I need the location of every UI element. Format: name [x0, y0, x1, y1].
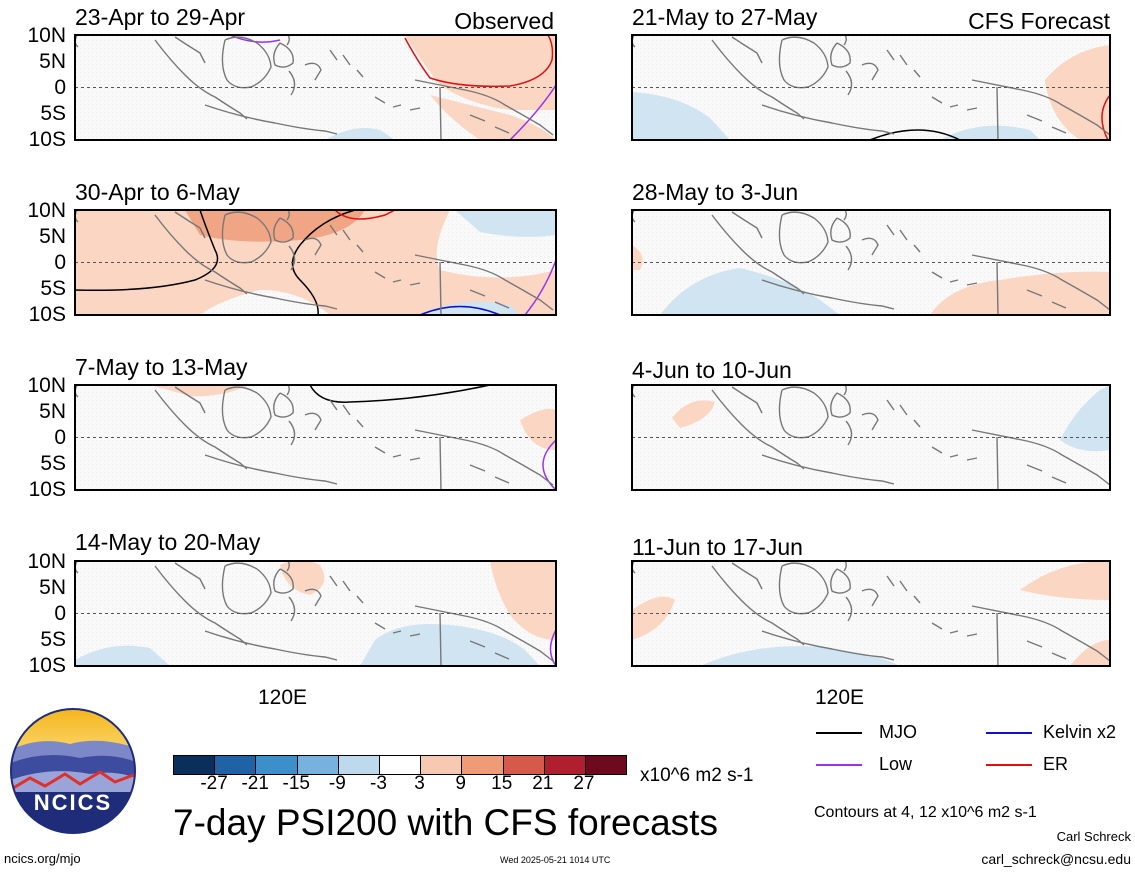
legend-line — [986, 764, 1032, 766]
lat-label: 0 — [54, 602, 66, 625]
colorbar-tick: 15 — [491, 773, 513, 794]
panel-title: 30-Apr to 6-May — [75, 179, 240, 205]
logo-text: NCICS — [33, 790, 113, 815]
legend-line — [816, 732, 862, 734]
lat-label: 10S — [28, 654, 66, 677]
lat-label: 10S — [28, 478, 66, 501]
panel-title: 21-May to 27-May — [632, 4, 818, 30]
colorbar-tick: -9 — [328, 773, 346, 794]
colorbar-swatch — [296, 756, 338, 774]
colorbar-swatch — [502, 756, 544, 774]
panel-title: 4-Jun to 10-Jun — [632, 357, 792, 383]
lat-label: 5N — [39, 576, 66, 599]
lat-label: 5S — [40, 102, 66, 125]
colorbar-swatch — [174, 756, 215, 774]
colorbar-swatch — [461, 756, 503, 774]
colorbar-swatch — [420, 756, 462, 774]
legend: MJO Kelvin x2 Low ER — [816, 720, 1131, 780]
lat-label: 10S — [28, 303, 66, 326]
footer-timestamp: Wed 2025-05-21 1014 UTC — [500, 855, 611, 865]
colorbar-swatch — [337, 756, 379, 774]
legend-label: Kelvin x2 — [1043, 722, 1117, 742]
legend-line — [816, 764, 862, 766]
map-panel — [74, 34, 557, 141]
panel-title: 11-Jun to 17-Jun — [632, 534, 803, 560]
colorbar-ticks: -27 -21 -15 -9 -3 3 9 15 21 27 — [173, 773, 625, 797]
lat-label: 5N — [39, 225, 66, 248]
colorbar-tick: -15 — [282, 773, 310, 794]
map-panel — [74, 384, 557, 491]
lat-label: 10N — [27, 199, 66, 222]
colorbar-tick: -3 — [370, 773, 387, 794]
colorbar-swatch — [214, 756, 256, 774]
cfs-forecast-label: CFS Forecast — [968, 8, 1110, 34]
lon-label: 120E — [815, 686, 865, 709]
lon-label: 120E — [258, 686, 308, 709]
colorbar-tick: 3 — [414, 773, 425, 794]
footer-url[interactable]: ncics.org/mjo — [4, 851, 81, 866]
map-panel — [631, 34, 1111, 141]
observed-label: Observed — [454, 8, 554, 34]
lat-label: 5S — [40, 277, 66, 300]
map-panels — [74, 34, 1111, 667]
map-panel — [631, 560, 1111, 667]
ncics-logo — [10, 708, 136, 834]
colorbar-units: x10^6 m2 s-1 — [640, 765, 754, 786]
lat-label: 10N — [27, 24, 66, 47]
panel-title: 23-Apr to 29-Apr — [75, 4, 246, 30]
legend-label: Low — [879, 754, 913, 774]
map-panel — [74, 209, 557, 316]
colorbar-swatch — [584, 756, 627, 774]
lat-label: 0 — [54, 426, 66, 449]
lat-label: 5S — [40, 628, 66, 651]
figure-title: 7-day PSI200 with CFS forecasts — [173, 802, 718, 843]
contour-note: Contours at 4, 12 x10^6 m2 s-1 — [814, 804, 1037, 821]
legend-label: MJO — [879, 722, 917, 742]
footer-email[interactable]: carl_schreck@ncsu.edu — [981, 851, 1131, 867]
legend-line — [986, 732, 1032, 734]
lat-label: 5N — [39, 50, 66, 73]
colorbar-tick: 9 — [455, 773, 466, 794]
colorbar-tick: -27 — [200, 773, 228, 794]
lat-label: 5S — [40, 452, 66, 475]
lat-label: 10S — [28, 128, 66, 151]
footer-author: Carl Schreck — [1056, 829, 1131, 844]
lat-label: 5N — [39, 400, 66, 423]
colorbar-tick: 21 — [532, 773, 554, 794]
legend-label: ER — [1043, 754, 1069, 774]
map-panel — [74, 560, 557, 667]
colorbar-tick: 27 — [573, 773, 595, 794]
colorbar-swatch — [255, 756, 297, 774]
lat-label: 0 — [54, 251, 66, 274]
map-panel — [631, 384, 1111, 491]
panel-title: 28-May to 3-Jun — [632, 179, 799, 205]
panel-title: 14-May to 20-May — [75, 529, 261, 555]
panel-title: 7-May to 13-May — [75, 354, 248, 380]
map-panel — [631, 209, 1111, 316]
colorbar-swatch — [378, 756, 421, 774]
lat-label: 0 — [54, 76, 66, 99]
lat-label: 10N — [27, 550, 66, 573]
colorbar-swatch — [543, 756, 585, 774]
colorbar-tick: -21 — [241, 773, 269, 794]
colorbar — [173, 755, 627, 775]
lat-label: 10N — [27, 374, 66, 397]
